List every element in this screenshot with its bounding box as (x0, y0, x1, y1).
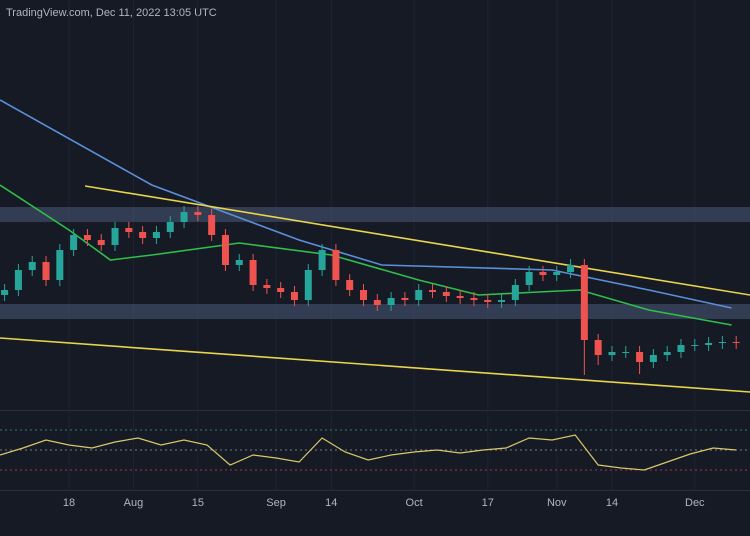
candle-body (401, 298, 409, 300)
candle-body (677, 345, 685, 352)
candle-body (498, 300, 506, 302)
zone (0, 304, 750, 319)
candle-body (194, 212, 202, 215)
candle-body (387, 298, 395, 305)
candle-body (14, 270, 22, 290)
candle-body (1, 290, 9, 295)
x-tick-label: Oct (406, 497, 423, 509)
candle-body (415, 290, 423, 300)
candle-body (166, 222, 174, 232)
candle-body (28, 262, 36, 270)
x-tick-label: Sep (266, 497, 286, 509)
candle-body (304, 270, 312, 300)
candle-body (290, 292, 298, 300)
candle-body (208, 215, 216, 235)
moving-average (0, 99, 732, 309)
x-tick-label: 15 (192, 497, 204, 509)
x-tick-label: Dec (685, 497, 705, 509)
zone (0, 207, 750, 222)
x-tick-label: Nov (547, 497, 567, 509)
candle-body (608, 352, 616, 355)
candle-body (442, 292, 450, 296)
rsi-line (0, 434, 737, 471)
candle-body (511, 285, 519, 300)
candle-body (718, 342, 726, 343)
candle-body (263, 285, 271, 288)
x-tick-label: 14 (606, 497, 618, 509)
candle-body (622, 352, 630, 353)
candle-body (373, 300, 381, 305)
candle-body (125, 228, 133, 232)
moving-average (0, 184, 732, 326)
candle-body (70, 235, 78, 250)
candle-body (649, 355, 657, 362)
candle-body (221, 235, 229, 265)
candle-body (525, 272, 533, 285)
trendline (0, 337, 750, 393)
candle-body (359, 290, 367, 300)
candle-body (456, 296, 464, 298)
candle-body (567, 265, 575, 272)
candle-body (346, 280, 354, 290)
candle-body (332, 250, 340, 280)
candle-body (152, 232, 160, 238)
candle-body (484, 300, 492, 302)
trendline (84, 185, 750, 296)
candle-body (663, 352, 671, 355)
candle-body (429, 290, 437, 292)
candle-body (42, 262, 50, 280)
candle-body (580, 265, 588, 340)
candle-body (553, 272, 561, 275)
x-tick-label: Aug (124, 497, 144, 509)
candle-body (636, 352, 644, 362)
candle-body (539, 272, 547, 275)
candle-body (594, 340, 602, 355)
candle-body (111, 228, 119, 245)
candle-body (83, 235, 91, 240)
chart-title: TradingView.com, Dec 11, 2022 13:05 UTC (6, 7, 217, 19)
candle-body (97, 240, 105, 245)
candle-body (277, 288, 285, 292)
candle-body (56, 250, 64, 280)
candle-body (732, 342, 740, 343)
candle-body (180, 212, 188, 222)
candle-body (139, 232, 147, 238)
x-tick-label: 18 (63, 497, 75, 509)
candle-body (691, 345, 699, 346)
candle-body (705, 343, 713, 345)
x-tick-label: 14 (325, 497, 337, 509)
candle-body (318, 250, 326, 270)
candle-body (470, 298, 478, 300)
candle-body (249, 260, 257, 285)
candle-body (235, 260, 243, 265)
x-tick-label: 17 (482, 497, 494, 509)
